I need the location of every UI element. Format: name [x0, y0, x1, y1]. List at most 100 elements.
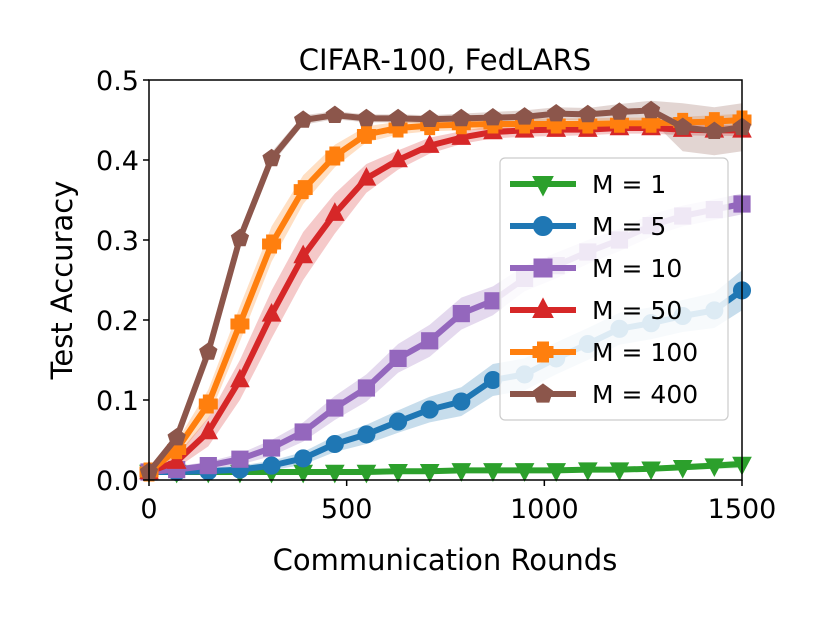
point-series-3 — [199, 457, 217, 475]
point-series-3 — [484, 292, 502, 310]
legend-entry: M = 400 — [510, 380, 698, 409]
point-series-2 — [325, 434, 344, 454]
point-series-3 — [294, 423, 312, 441]
point-series-5 — [293, 180, 313, 200]
point-series-3 — [452, 305, 470, 323]
point-series-5 — [262, 234, 282, 254]
y-tick-label: 0.4 — [96, 146, 139, 177]
band-series-3 — [149, 193, 742, 475]
point-series-6 — [673, 117, 692, 135]
point-series-6 — [420, 109, 439, 127]
point-series-3 — [262, 439, 281, 457]
point-series-4 — [293, 244, 314, 264]
point-series-4 — [261, 302, 282, 322]
y-tick-label: 0.3 — [96, 226, 139, 257]
band-series-6 — [149, 100, 742, 475]
point-series-5 — [198, 394, 218, 414]
point-series-4 — [198, 420, 219, 440]
legend-marker — [532, 383, 554, 403]
x-tick-label: 500 — [321, 494, 373, 525]
point-series-5 — [641, 113, 661, 133]
point-series-2 — [262, 456, 281, 475]
point-series-1 — [704, 458, 725, 478]
point-series-6 — [515, 107, 534, 125]
point-series-6 — [641, 100, 661, 119]
point-series-6 — [705, 121, 724, 139]
point-series-6 — [610, 102, 629, 120]
point-series-3 — [326, 399, 344, 417]
y-tick-label: 0.1 — [96, 386, 139, 417]
series-6 — [139, 100, 752, 480]
point-series-6 — [230, 228, 250, 247]
legend: M = 1 M = 5 M = 10 M = 50 M = 100 M = 400 — [499, 157, 729, 421]
legend-label: M = 400 — [592, 380, 698, 409]
x-tick-label: 1500 — [708, 494, 777, 525]
point-series-1 — [672, 459, 693, 479]
y-axis: 0.0 0.1 0.2 0.3 0.4 0.5 — [96, 66, 149, 497]
point-series-1 — [388, 463, 408, 483]
chart-title: CIFAR-100, FedLARS — [299, 43, 591, 77]
legend-label: M = 5 — [592, 212, 666, 241]
point-series-1 — [514, 463, 535, 482]
point-series-1 — [577, 462, 598, 482]
legend-label: M = 10 — [592, 254, 682, 283]
legend-marker — [532, 176, 554, 197]
x-axis: 0 500 1000 1500 — [140, 480, 776, 525]
legend-marker — [533, 258, 553, 278]
point-series-6 — [262, 148, 281, 167]
x-tick-label: 1000 — [510, 494, 579, 525]
point-series-3 — [421, 332, 439, 350]
point-series-2 — [420, 400, 439, 419]
legend-entry: M = 100 — [510, 338, 698, 367]
legend-entry: M = 10 — [510, 254, 682, 283]
point-series-6 — [167, 427, 186, 446]
point-series-1 — [609, 462, 630, 482]
legend-marker — [532, 297, 554, 318]
legend-entry: M = 50 — [510, 296, 682, 325]
point-series-4 — [451, 126, 472, 145]
legend-label: M = 50 — [592, 296, 682, 325]
point-series-6 — [578, 104, 597, 123]
point-series-1 — [419, 463, 440, 483]
y-axis-label: Test Accuracy — [45, 181, 79, 381]
legend-label: M = 100 — [592, 338, 698, 367]
point-series-6 — [452, 108, 471, 127]
point-series-2 — [483, 370, 502, 390]
point-series-6 — [294, 110, 313, 128]
point-series-1 — [356, 464, 377, 484]
point-series-4 — [166, 450, 187, 469]
point-series-1 — [546, 463, 567, 482]
point-series-4 — [419, 134, 440, 153]
x-axis-label: Communication Rounds — [273, 543, 618, 577]
plot-frame — [148, 79, 743, 481]
point-series-2 — [357, 425, 376, 444]
point-series-6 — [199, 342, 218, 360]
legend-marker — [532, 341, 554, 363]
point-series-1 — [641, 461, 661, 481]
point-series-6 — [357, 108, 376, 127]
point-series-3 — [357, 379, 376, 397]
point-series-2 — [452, 392, 471, 411]
legend-marker — [533, 216, 553, 236]
point-series-6 — [325, 105, 344, 123]
point-series-5 — [356, 124, 376, 144]
point-series-6 — [388, 108, 408, 127]
point-series-3 — [231, 450, 249, 468]
point-series-4 — [230, 368, 250, 388]
x-tick-label: 0 — [140, 494, 157, 525]
point-series-1 — [324, 464, 345, 484]
y-tick-label: 0.2 — [96, 306, 139, 337]
y-tick-label: 0.5 — [96, 66, 139, 97]
point-series-5 — [230, 314, 250, 334]
legend-label: M = 1 — [592, 170, 666, 199]
point-series-1 — [451, 463, 472, 482]
legend-entry: M = 5 — [510, 212, 666, 241]
point-series-1 — [483, 463, 503, 482]
point-series-2 — [389, 412, 408, 431]
y-tick-label: 0.0 — [96, 466, 139, 497]
point-series-5 — [325, 146, 345, 166]
point-series-2 — [294, 449, 313, 468]
point-series-6 — [547, 103, 566, 122]
point-series-4 — [324, 202, 345, 221]
